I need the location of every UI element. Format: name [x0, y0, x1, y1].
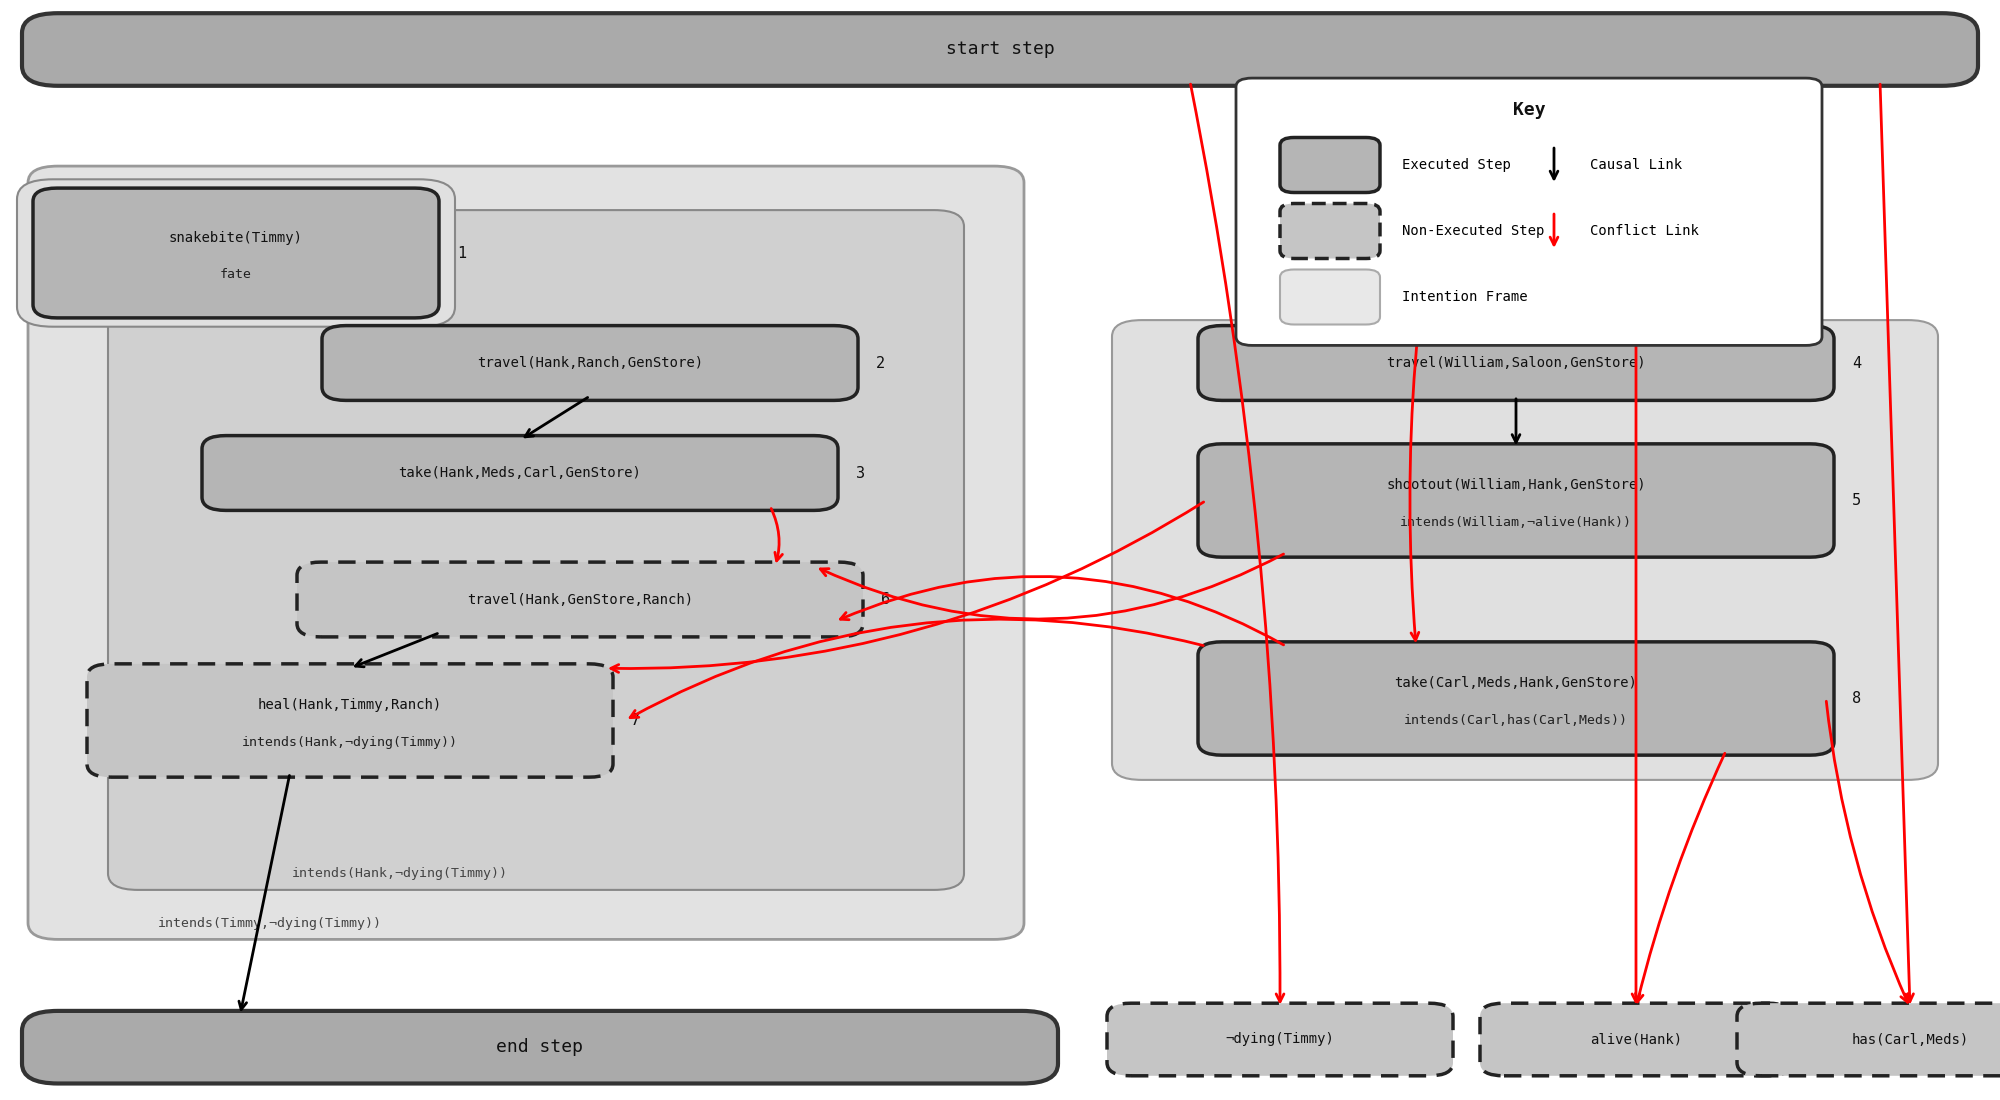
FancyBboxPatch shape	[1736, 1003, 2000, 1076]
Text: travel(Hank,GenStore,Ranch): travel(Hank,GenStore,Ranch)	[466, 593, 694, 606]
Text: shootout(William,Hank,GenStore): shootout(William,Hank,GenStore)	[1386, 478, 1646, 492]
Text: intends(William,¬alive(Hank)): intends(William,¬alive(Hank))	[1400, 516, 1632, 529]
Text: alive(Hank): alive(Hank)	[1590, 1033, 1682, 1046]
Text: 4: 4	[1852, 355, 1862, 371]
Text: intends(Carl,has(Carl,Meds)): intends(Carl,has(Carl,Meds))	[1404, 714, 1628, 727]
Text: Key: Key	[1512, 101, 1546, 119]
Text: end step: end step	[496, 1038, 584, 1056]
FancyBboxPatch shape	[1280, 270, 1380, 324]
FancyBboxPatch shape	[22, 1011, 1058, 1084]
FancyBboxPatch shape	[108, 210, 964, 890]
Text: 7: 7	[632, 713, 640, 728]
FancyBboxPatch shape	[32, 188, 440, 318]
Text: fate: fate	[220, 268, 252, 282]
Text: Executed Step: Executed Step	[1402, 158, 1510, 172]
Text: Conflict Link: Conflict Link	[1590, 224, 1698, 238]
FancyBboxPatch shape	[1480, 1003, 1792, 1076]
Text: Intention Frame: Intention Frame	[1402, 290, 1528, 304]
Text: snakebite(Timmy): snakebite(Timmy)	[168, 231, 304, 244]
Text: 6: 6	[880, 592, 890, 607]
Text: 1: 1	[456, 245, 466, 261]
FancyBboxPatch shape	[16, 179, 456, 327]
FancyBboxPatch shape	[86, 664, 612, 777]
FancyBboxPatch shape	[1236, 78, 1822, 345]
Text: take(Carl,Meds,Hank,GenStore): take(Carl,Meds,Hank,GenStore)	[1394, 676, 1638, 690]
Text: heal(Hank,Timmy,Ranch): heal(Hank,Timmy,Ranch)	[258, 698, 442, 712]
FancyBboxPatch shape	[1112, 320, 1938, 780]
FancyBboxPatch shape	[1108, 1003, 1452, 1076]
Text: take(Hank,Meds,Carl,GenStore): take(Hank,Meds,Carl,GenStore)	[398, 466, 642, 480]
FancyBboxPatch shape	[1198, 443, 1834, 557]
Text: Non-Executed Step: Non-Executed Step	[1402, 224, 1544, 238]
Text: has(Carl,Meds): has(Carl,Meds)	[1852, 1033, 1968, 1046]
Text: 8: 8	[1852, 691, 1862, 706]
Text: 3: 3	[856, 465, 866, 481]
FancyBboxPatch shape	[202, 436, 838, 510]
Text: travel(Hank,Ranch,GenStore): travel(Hank,Ranch,GenStore)	[476, 356, 704, 370]
FancyBboxPatch shape	[28, 166, 1024, 939]
Text: 2: 2	[876, 355, 886, 371]
Text: Causal Link: Causal Link	[1590, 158, 1682, 172]
Text: ¬dying(Timmy): ¬dying(Timmy)	[1226, 1033, 1334, 1046]
FancyBboxPatch shape	[1280, 138, 1380, 192]
FancyBboxPatch shape	[22, 13, 1978, 86]
FancyBboxPatch shape	[1280, 204, 1380, 258]
Text: 5: 5	[1852, 493, 1862, 508]
Text: intends(Hank,¬dying(Timmy)): intends(Hank,¬dying(Timmy))	[242, 736, 458, 749]
Text: intends(Timmy,¬dying(Timmy)): intends(Timmy,¬dying(Timmy))	[158, 916, 382, 930]
FancyBboxPatch shape	[1198, 326, 1834, 400]
Text: start step: start step	[946, 41, 1054, 58]
FancyBboxPatch shape	[322, 326, 858, 400]
Text: intends(Hank,¬dying(Timmy)): intends(Hank,¬dying(Timmy))	[292, 867, 508, 880]
Text: travel(William,Saloon,GenStore): travel(William,Saloon,GenStore)	[1386, 356, 1646, 370]
FancyBboxPatch shape	[296, 562, 864, 637]
FancyBboxPatch shape	[1198, 642, 1834, 755]
